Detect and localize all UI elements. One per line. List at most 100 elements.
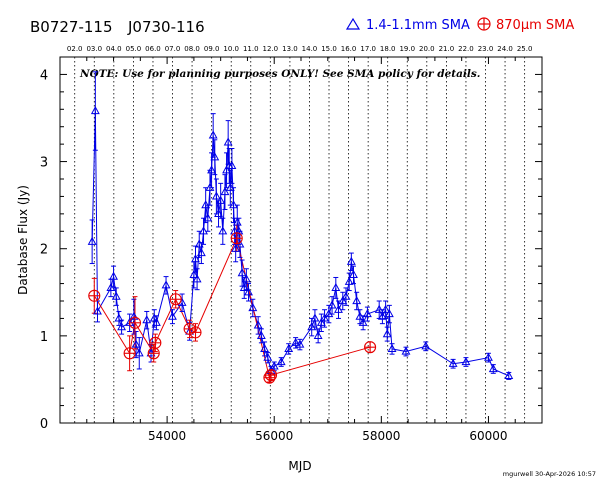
triangle-marker: [93, 306, 102, 315]
triangle-marker: [111, 291, 121, 300]
legend-red: 870μm SMA: [477, 17, 574, 33]
triangle-marker: [192, 274, 202, 283]
triangle-marker: [146, 348, 156, 357]
y-axis-label: Database Flux (Jy): [16, 185, 30, 295]
data-markers: [87, 105, 514, 384]
triangle-marker: [358, 317, 368, 326]
triangle-marker: [189, 269, 199, 278]
triangle-marker: [129, 311, 139, 320]
year-label: 18.0: [380, 45, 396, 53]
y-tick-label: 0: [40, 417, 48, 432]
triangle-marker: [244, 287, 253, 296]
triangle-marker: [230, 226, 240, 235]
x-tick-label: 60000: [469, 429, 507, 443]
year-label: 22.0: [458, 45, 474, 53]
year-label: 12.0: [263, 45, 279, 53]
year-label: 13.0: [282, 45, 298, 53]
triangle-marker: [362, 309, 372, 318]
triangle-marker: [225, 182, 235, 191]
triangle-marker: [194, 239, 204, 248]
y-axis-ticks: 0 1 2 3 4: [40, 56, 542, 432]
year-label: 11.0: [243, 45, 259, 53]
triangle-marker: [256, 330, 266, 339]
triangle-marker: [484, 352, 493, 361]
year-label: 19.0: [399, 45, 415, 53]
year-label: 14.0: [302, 45, 318, 53]
legend-blue-label: 1.4-1.1mm SMA: [366, 18, 470, 33]
triangle-marker: [448, 358, 458, 367]
triangle-marker: [205, 182, 215, 191]
y-tick-label: 1: [40, 330, 48, 345]
year-label: 21.0: [439, 45, 455, 53]
triangle-marker: [90, 105, 100, 115]
triangle-marker: [211, 191, 221, 200]
triangle-marker: [201, 200, 211, 209]
year-label: 04.0: [106, 45, 122, 53]
source-name-1: B0727-115: [30, 18, 113, 36]
triangle-marker: [295, 339, 305, 348]
x-tick-label: 54000: [148, 429, 186, 443]
x-tick-label: 58000: [362, 429, 400, 443]
year-label: 17.0: [360, 45, 376, 53]
triangle-marker: [151, 317, 161, 326]
year-label: 08.0: [184, 45, 200, 53]
triangle-marker: [263, 352, 273, 361]
triangle-marker: [355, 311, 365, 320]
triangle-marker: [229, 200, 238, 209]
triangle-marker: [248, 302, 258, 312]
year-labels: 02.0 03.0 04.0 05.0 06.0 07.0 08.0 09.0 10.0 11.0…: [67, 45, 533, 53]
triangle-marker: [504, 370, 514, 380]
year-label: 20.0: [419, 45, 435, 53]
y-tick-label: 4: [40, 68, 48, 83]
year-label: 25.0: [517, 45, 533, 53]
triangle-marker: [313, 330, 323, 339]
x-axis-ticks: 54000 56000 58000 60000: [59, 57, 543, 443]
triangle-marker: [161, 280, 171, 289]
triangle-marker: [461, 356, 471, 366]
triangle-marker: [338, 295, 348, 305]
triangle-marker: [239, 282, 249, 292]
x-axis-label: MJD: [288, 459, 311, 473]
triangle-marker: [488, 363, 498, 373]
triangle-marker: [142, 315, 152, 324]
triangle-marker: [349, 269, 358, 278]
source-name-2: J0730-116: [127, 18, 205, 36]
year-label: 15.0: [321, 45, 337, 53]
triangle-marker: [106, 282, 116, 292]
triangle-marker: [114, 313, 124, 322]
triangle-marker: [310, 313, 320, 322]
triangle-marker: [131, 339, 141, 348]
year-label: 06.0: [145, 45, 161, 53]
y-tick-label: 2: [40, 243, 48, 258]
triangle-marker: [327, 300, 337, 309]
triangle-marker: [324, 309, 334, 318]
footer-credit: mgurwell 30-Apr-2026 10:57: [503, 470, 596, 478]
triangle-marker: [208, 130, 218, 139]
triangle-marker: [203, 213, 213, 222]
year-label: 23.0: [478, 45, 494, 53]
triangle-marker: [109, 271, 118, 280]
triangle-marker: [149, 313, 159, 322]
year-label: 10.0: [223, 45, 239, 53]
triangle-marker: [374, 304, 384, 313]
x-tick-label: 56000: [255, 429, 293, 443]
triangle-marker: [223, 137, 233, 146]
triangle-marker: [207, 165, 217, 174]
triangle-marker: [134, 348, 144, 357]
triangle-marker: [377, 311, 387, 320]
triangle-marker: [87, 236, 97, 245]
legend-blue-triangle-marker: [345, 17, 361, 30]
triangle-marker: [210, 152, 220, 161]
triangle-marker: [284, 343, 294, 353]
year-label: 09.0: [204, 45, 220, 53]
year-label: 02.0: [67, 45, 83, 53]
triangle-marker: [234, 226, 244, 235]
triangle-marker: [320, 313, 330, 322]
triangle-marker: [241, 274, 251, 283]
year-label: 16.0: [341, 45, 357, 53]
triangle-marker: [168, 311, 177, 320]
triangle-marker: [191, 254, 200, 263]
triangle-marker: [341, 291, 351, 300]
triangle-marker: [196, 248, 206, 257]
triangle-marker: [276, 356, 286, 366]
